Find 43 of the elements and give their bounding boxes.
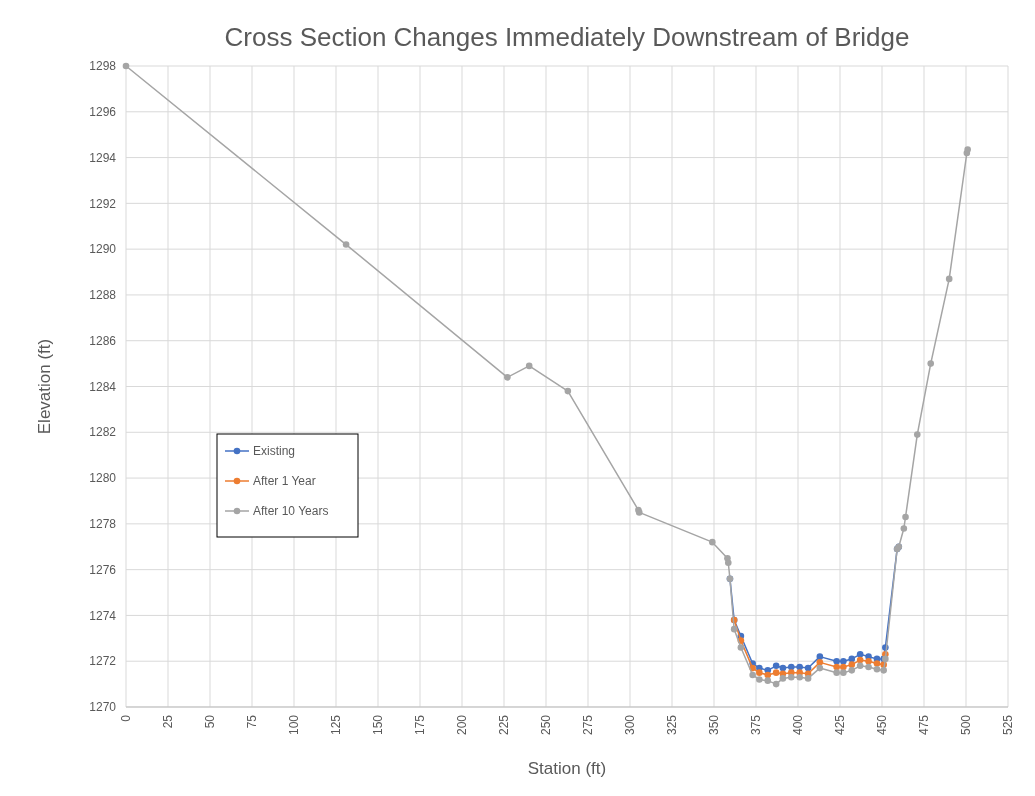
- x-tick-label: 275: [581, 714, 596, 736]
- x-tick-label: 25: [161, 714, 176, 729]
- legend-label: After 10 Years: [253, 504, 329, 519]
- y-axis-title: Elevation (ft): [35, 338, 54, 435]
- y-tick-label: 1286: [89, 333, 117, 348]
- x-tick-label: 100: [287, 714, 302, 736]
- x-tick-label: 175: [413, 714, 428, 736]
- y-tick-label: 1292: [89, 196, 117, 211]
- x-tick-label: 125: [329, 714, 344, 736]
- chart-title: Cross Section Changes Immediately Downstream of Bridge: [224, 22, 910, 52]
- y-tick-label: 1278: [89, 517, 117, 532]
- x-tick-label: 425: [833, 714, 848, 736]
- x-tick-label: 475: [917, 714, 932, 736]
- x-tick-label: 0: [119, 714, 134, 722]
- x-tick-label: 450: [875, 714, 890, 736]
- x-tick-label: 50: [203, 714, 218, 729]
- x-tick-label: 350: [707, 714, 722, 736]
- y-tick-label: 1294: [89, 150, 117, 165]
- legend-label: After 1 Year: [253, 474, 316, 489]
- y-tick-label: 1270: [89, 700, 117, 715]
- y-tick-label: 1280: [89, 471, 117, 486]
- x-tick-label: 325: [665, 714, 680, 736]
- x-tick-label: 400: [791, 714, 806, 736]
- y-tick-label: 1276: [89, 562, 117, 577]
- y-tick-label: 1282: [89, 425, 117, 440]
- x-tick-label: 225: [497, 714, 512, 736]
- x-tick-label: 250: [539, 714, 554, 736]
- x-tick-label: 500: [959, 714, 974, 736]
- y-tick-label: 1284: [89, 379, 117, 394]
- x-tick-label: 375: [749, 714, 764, 736]
- x-axis-title: Station (ft): [527, 759, 607, 778]
- y-tick-label: 1272: [89, 654, 117, 669]
- legend-label: Existing: [253, 444, 296, 459]
- y-tick-label: 1298: [89, 59, 117, 74]
- x-tick-label: 200: [455, 714, 470, 736]
- y-tick-label: 1288: [89, 288, 117, 303]
- x-tick-label: 525: [1001, 714, 1016, 736]
- y-tick-label: 1290: [89, 242, 117, 257]
- x-tick-label: 300: [623, 714, 638, 736]
- y-tick-label: 1274: [89, 608, 117, 623]
- x-tick-label: 150: [371, 714, 386, 736]
- y-tick-label: 1296: [89, 104, 117, 119]
- x-tick-label: 75: [245, 714, 260, 729]
